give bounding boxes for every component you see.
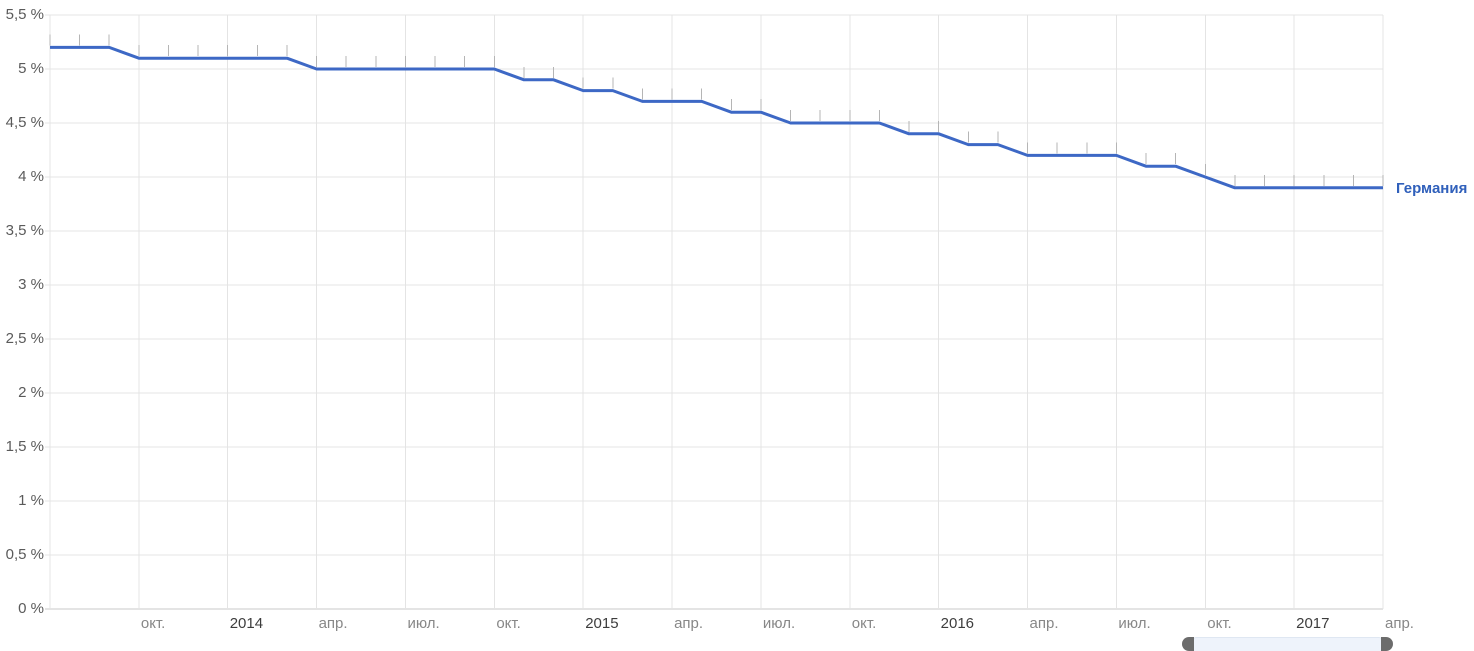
scrollbar-right-arrow-icon[interactable]	[1381, 637, 1393, 651]
scrollbar-left-arrow-icon[interactable]	[1182, 637, 1194, 651]
y-axis-label: 1 %	[18, 492, 44, 509]
y-axis-label: 3 %	[18, 276, 44, 293]
y-axis-label: 5 %	[18, 60, 44, 77]
x-axis-year-label: 2014	[229, 615, 264, 632]
series-line-germany[interactable]	[50, 45, 1383, 190]
x-axis-year-label: 2016	[940, 615, 975, 632]
y-axis-label: 2 %	[18, 384, 44, 401]
x-axis-month-label: окт.	[1207, 615, 1232, 632]
x-axis-year-label: 2015	[585, 615, 619, 632]
x-axis-month-label: июл.	[1118, 615, 1151, 632]
x-axis-year-label: 2017	[1296, 615, 1330, 632]
y-axis-label: 2,5 %	[5, 330, 44, 347]
x-axis-month-label: июл.	[762, 615, 796, 632]
y-axis-label: 0 %	[18, 600, 44, 617]
x-axis-month-label: апр.	[318, 615, 348, 632]
horizontal-scrollbar[interactable]	[1182, 637, 1393, 651]
y-axis-label: 5,5 %	[5, 6, 44, 23]
series-label-germany: Германия	[1396, 179, 1468, 197]
x-axis-month-label: июл.	[407, 615, 440, 632]
x-axis-month-label: окт.	[496, 615, 521, 632]
y-axis-label: 0,5 %	[5, 546, 44, 563]
x-axis-month-label: окт.	[140, 615, 166, 632]
y-axis-label: 1,5 %	[5, 438, 44, 455]
y-axis-label: 3,5 %	[5, 222, 44, 239]
x-axis-month-label: апр.	[1029, 615, 1059, 632]
y-axis-label: 4 %	[18, 168, 44, 185]
scrollbar-track[interactable]	[1193, 637, 1382, 651]
x-axis-month-label: окт.	[851, 615, 877, 632]
x-axis-month-label: апр.	[1385, 615, 1414, 632]
x-axis-month-label: апр.	[674, 615, 704, 632]
y-axis-label: 4,5 %	[5, 114, 44, 131]
